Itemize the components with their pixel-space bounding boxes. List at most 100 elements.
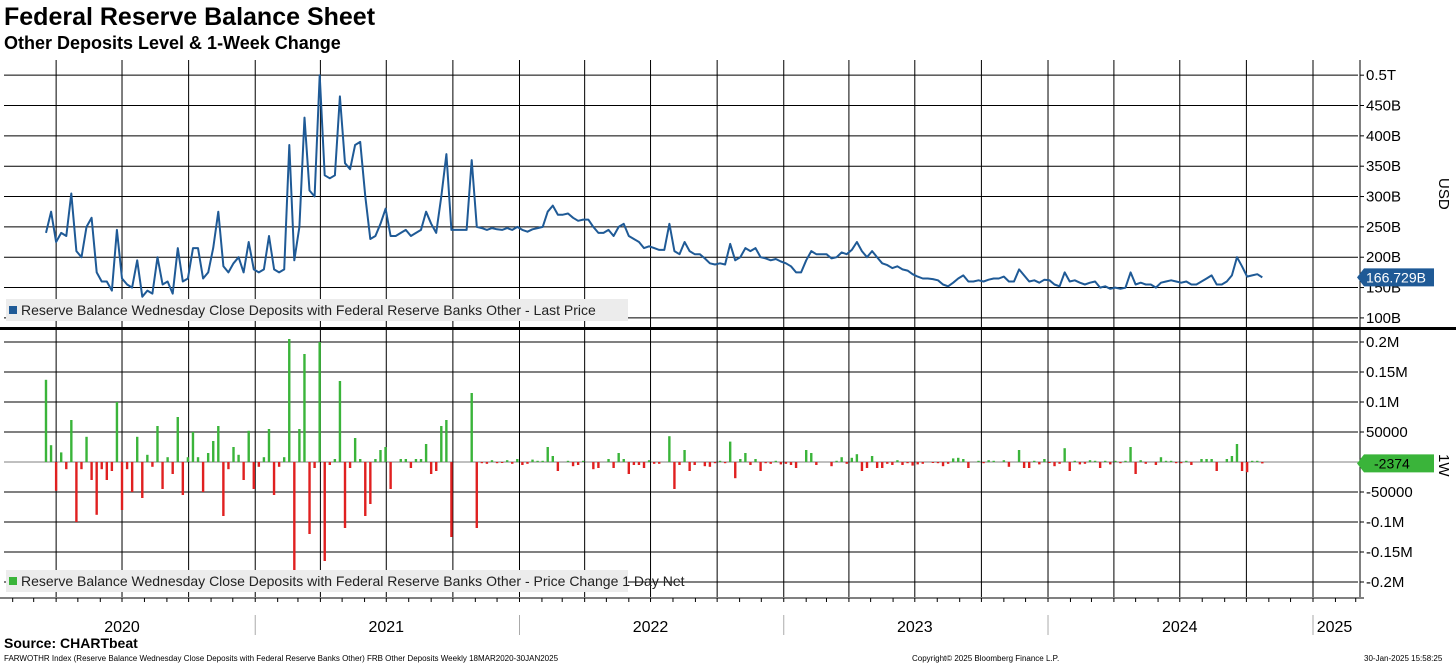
bar-74 xyxy=(419,459,423,462)
bar-184 xyxy=(977,460,980,462)
bar-73 xyxy=(414,459,418,462)
bar-236 xyxy=(1240,462,1244,471)
legend-top-text: Reserve Balance Wednesday Close Deposits… xyxy=(21,302,596,318)
bar-202 xyxy=(1068,462,1071,471)
bar-195 xyxy=(1033,460,1036,462)
ytick-label-top-2: 400B xyxy=(1366,128,1401,145)
bar-19 xyxy=(141,462,144,498)
bar-145 xyxy=(779,462,783,465)
bar-201 xyxy=(1063,448,1066,462)
ytick-label-top-5: 250B xyxy=(1366,219,1401,236)
bar-50 xyxy=(298,429,301,462)
bar-173 xyxy=(921,462,924,464)
bar-141 xyxy=(759,462,762,471)
bar-75 xyxy=(424,444,428,462)
bar-209 xyxy=(1104,460,1107,462)
bar-10 xyxy=(95,462,98,515)
bar-12 xyxy=(105,462,109,480)
bar-56 xyxy=(328,462,332,465)
bar-72 xyxy=(409,462,413,468)
bar-160 xyxy=(855,454,859,462)
bar-60 xyxy=(348,462,352,468)
bar-234 xyxy=(1230,456,1234,462)
bar-62 xyxy=(359,459,362,462)
ytick-label-top-3: 350B xyxy=(1366,158,1401,175)
ytick-label-top-6: 200B xyxy=(1366,249,1401,266)
bar-130 xyxy=(703,462,707,467)
bar-155 xyxy=(830,462,833,467)
bar-97 xyxy=(536,460,539,462)
ytick-label-bottom-2: 0.1M xyxy=(1366,394,1399,411)
bar-228 xyxy=(1200,459,1203,462)
bar-189 xyxy=(1002,460,1006,462)
bar-192 xyxy=(1017,450,1021,462)
bar-42 xyxy=(257,462,261,467)
bar-212 xyxy=(1119,462,1122,464)
bar-38 xyxy=(237,454,240,462)
bar-17 xyxy=(130,462,134,492)
bar-240 xyxy=(1261,462,1264,464)
bar-151 xyxy=(810,453,813,462)
bar-233 xyxy=(1225,459,1229,462)
bar-79 xyxy=(445,420,448,462)
bar-85 xyxy=(475,462,478,528)
ytick-label-bottom-6: -0.15M xyxy=(1366,544,1413,561)
bar-142 xyxy=(764,462,767,464)
bar-132 xyxy=(713,462,717,464)
bar-44 xyxy=(267,429,271,462)
bar-99 xyxy=(546,447,549,462)
footer-description: FARWOTHR Index (Reserve Balance Wednesda… xyxy=(4,654,559,663)
bar-55 xyxy=(323,462,326,561)
bar-35 xyxy=(222,462,225,516)
bar-207 xyxy=(1093,460,1097,462)
xtick-label-2024: 2024 xyxy=(1162,619,1198,636)
bar-21 xyxy=(151,462,154,467)
ytick-label-top-8: 100B xyxy=(1366,310,1401,327)
ytick-label-bottom-0: 0.2M xyxy=(1366,334,1399,351)
last-value-badge-bottom xyxy=(1357,454,1434,473)
bar-169 xyxy=(901,462,904,465)
bar-204 xyxy=(1078,462,1082,465)
bar-137 xyxy=(739,459,742,462)
bar-37 xyxy=(232,447,235,462)
bar-222 xyxy=(1169,460,1173,462)
bar-196 xyxy=(1038,462,1041,465)
bar-49 xyxy=(293,462,296,576)
bar-68 xyxy=(389,462,392,489)
bar-15 xyxy=(120,462,124,510)
source-label: Source: CHARTbeat xyxy=(4,635,138,651)
bar-214 xyxy=(1129,447,1132,462)
bar-159 xyxy=(850,457,854,462)
bar-5 xyxy=(70,420,73,462)
ytick-label-bottom-4: -50000 xyxy=(1366,484,1413,501)
bar-127 xyxy=(688,462,691,471)
bar-175 xyxy=(931,462,935,463)
bar-16 xyxy=(125,462,129,470)
bar-88 xyxy=(490,460,494,462)
bar-144 xyxy=(774,460,777,462)
bar-161 xyxy=(860,462,864,471)
bar-226 xyxy=(1190,462,1193,465)
bar-9 xyxy=(90,462,93,480)
legend-bottom-swatch xyxy=(9,577,17,585)
bar-67 xyxy=(384,447,387,462)
bar-66 xyxy=(379,450,382,462)
bar-167 xyxy=(891,462,894,465)
bar-43 xyxy=(262,457,266,462)
bar-152 xyxy=(815,462,818,465)
bar-86 xyxy=(480,462,484,464)
bar-225 xyxy=(1185,460,1188,462)
last-value-badge-top xyxy=(1357,268,1434,287)
bar-0 xyxy=(44,379,48,462)
legend-top-swatch xyxy=(9,306,17,314)
bar-84 xyxy=(470,393,473,462)
bar-27 xyxy=(181,462,185,495)
bar-229 xyxy=(1205,459,1208,462)
ylabel-top: USD xyxy=(1435,178,1452,210)
bar-51 xyxy=(303,354,306,462)
bar-239 xyxy=(1256,460,1259,462)
bar-118 xyxy=(642,462,646,468)
bar-150 xyxy=(804,450,808,462)
bar-6 xyxy=(75,462,78,522)
